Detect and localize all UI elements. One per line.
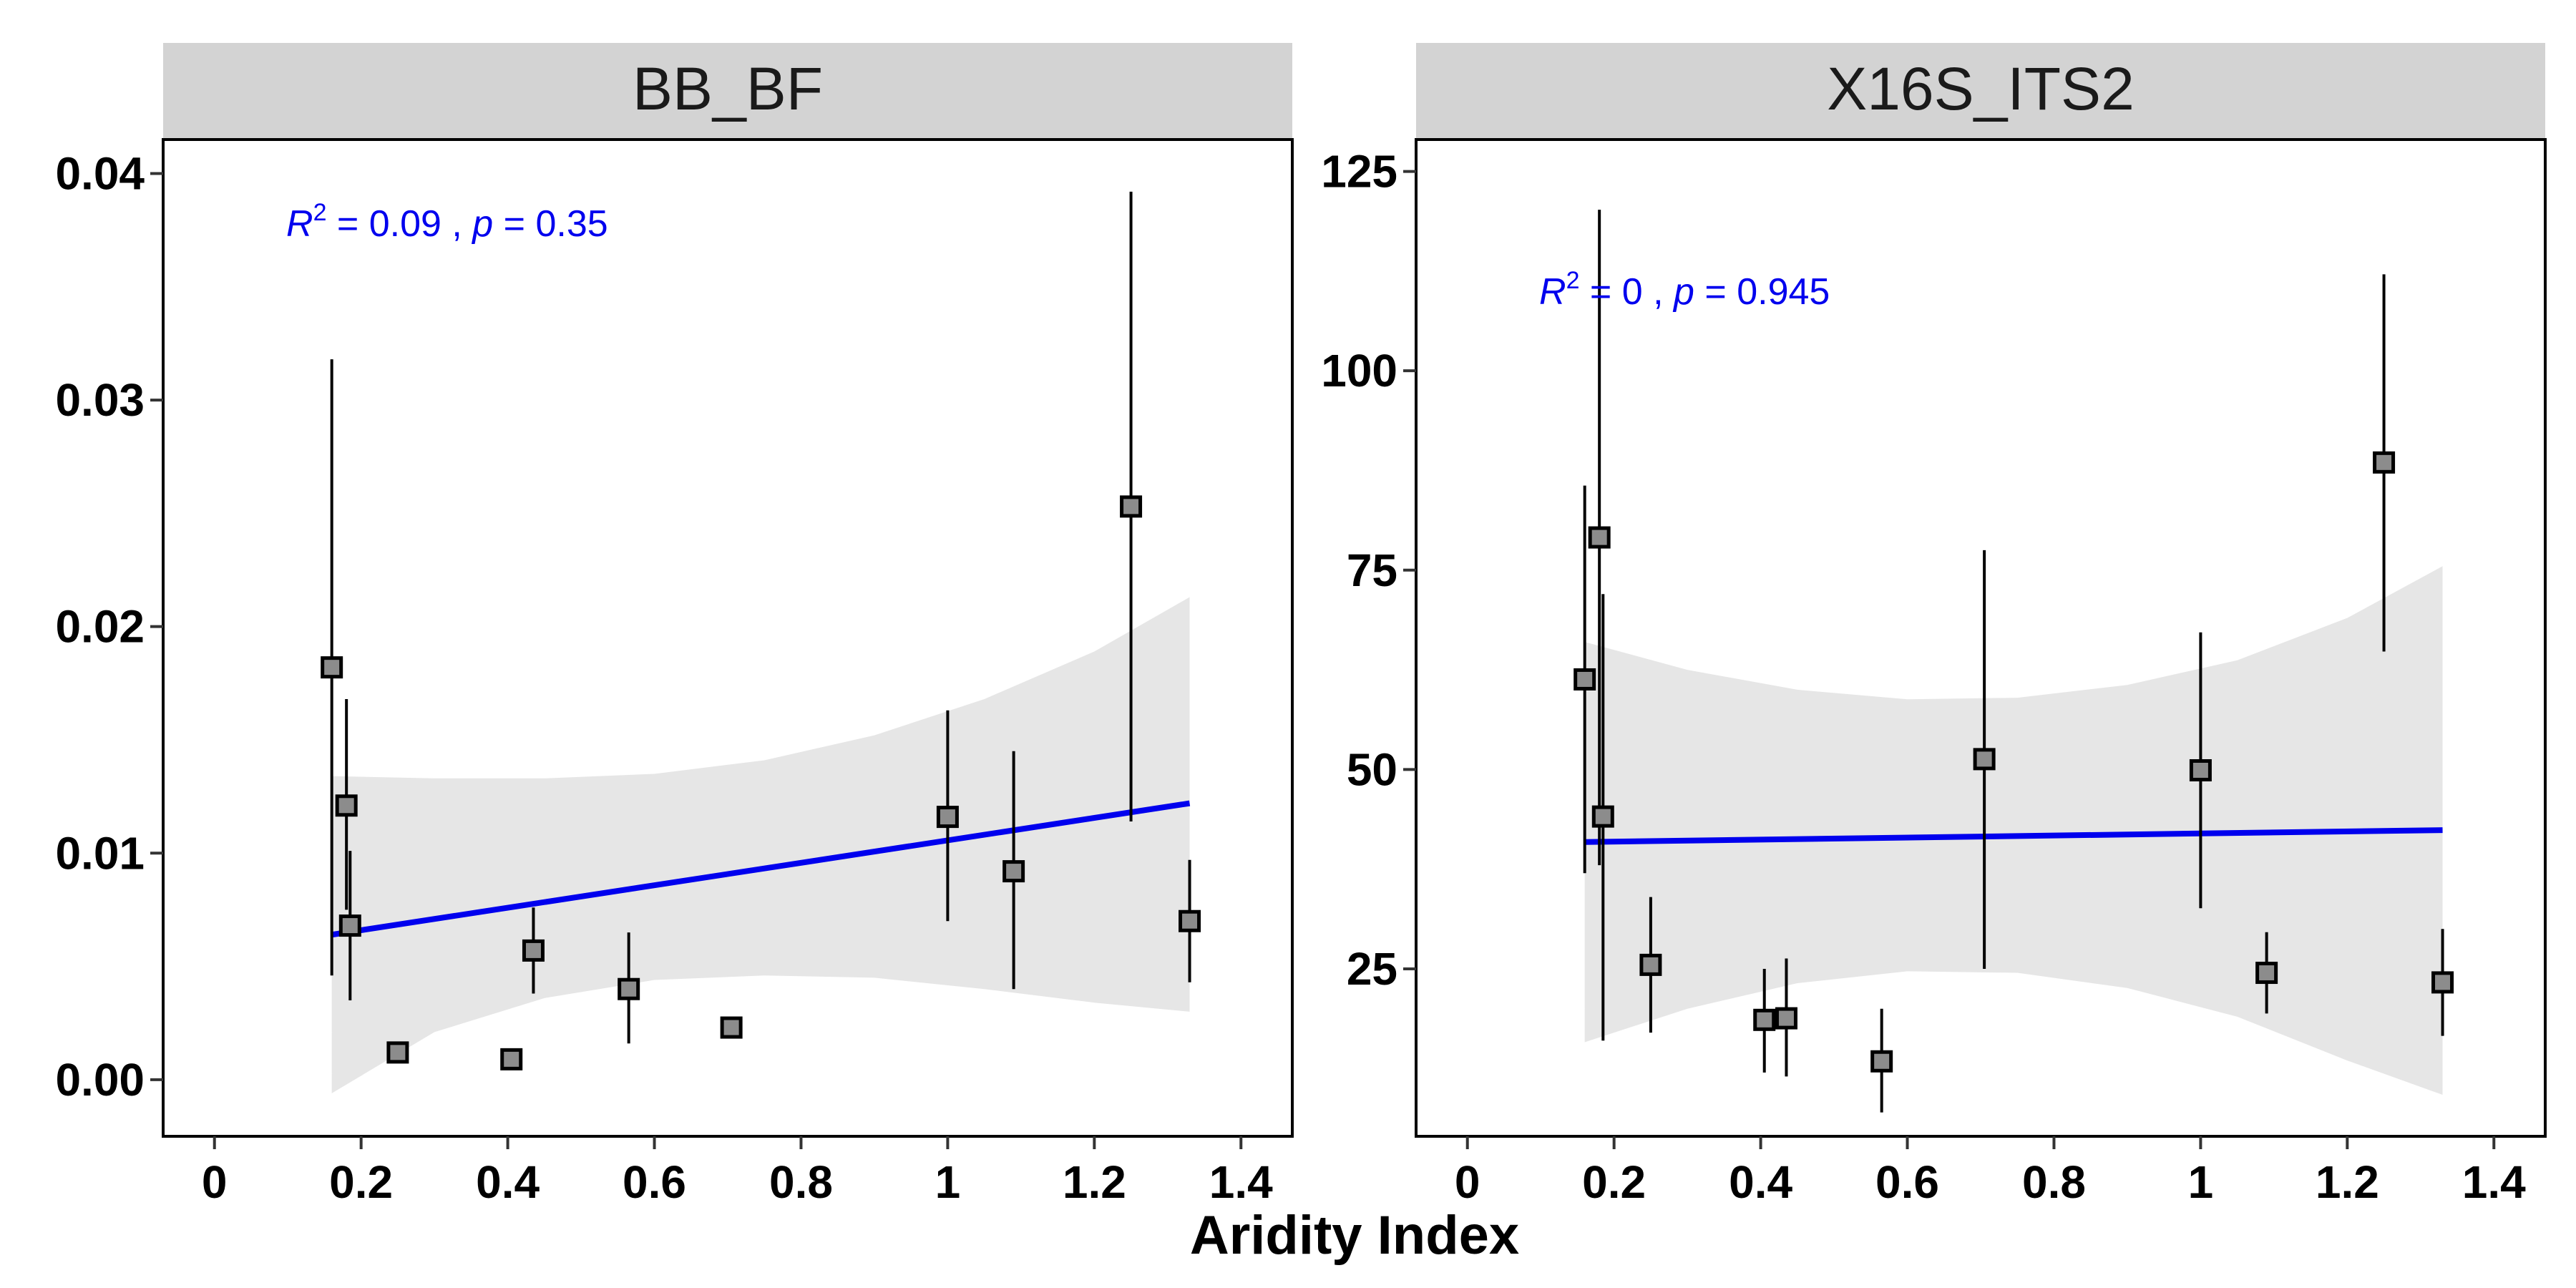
data-point: [1591, 805, 1614, 828]
x-tick-label: 1: [935, 1156, 961, 1208]
x-tick-label: 0.8: [769, 1156, 833, 1208]
x-tick-label: 0: [1455, 1156, 1480, 1208]
x-tick-label: 0.6: [623, 1156, 686, 1208]
data-point: [1973, 748, 1996, 771]
x-tick-label: 0.4: [1729, 1156, 1792, 1208]
regression-line: [1584, 827, 2443, 845]
data-point: [1639, 953, 1662, 976]
annotation-p-value: = 0.35: [493, 203, 608, 245]
facet-title: X16S_ITS2: [1827, 55, 2135, 122]
facet-strip: [163, 43, 1292, 140]
panel-border: [1415, 138, 2547, 1138]
facet-title: BB_BF: [633, 55, 823, 122]
panel-bb-bf: BB_BF 0 0.2 0.4 0.6 0.8 1 1.2 1.4 0.00 0.01 0.02 0.0…: [55, 43, 1294, 1208]
data-point: [936, 806, 959, 829]
annotation-p-value: = 0.945: [1694, 271, 1830, 313]
data-point: [2431, 971, 2454, 994]
annotation-sup: 2: [313, 199, 327, 226]
y-tick-label: 0.02: [55, 601, 145, 653]
confidence-band: [1584, 566, 2443, 1096]
data-point: [321, 656, 343, 679]
data-point: [618, 977, 640, 1000]
data-point: [386, 1041, 409, 1064]
data-point: [2255, 962, 2278, 985]
x-tick-label: 0.2: [329, 1156, 393, 1208]
annotation-r2-label: R: [286, 203, 313, 245]
y-tick-label: 75: [1347, 545, 1397, 596]
data-point: [522, 939, 545, 962]
y-tick-label: 0.00: [55, 1054, 145, 1106]
x-tick-label: 0.6: [1875, 1156, 1939, 1208]
x-tick-label: 1: [2188, 1156, 2214, 1208]
x-tick-label: 1.4: [1209, 1156, 1273, 1208]
data-point: [1870, 1050, 1893, 1073]
panel-border: [162, 138, 1294, 1138]
annotation-p-label: p: [1672, 271, 1694, 313]
y-tick-label: 0.03: [55, 374, 145, 426]
confidence-band: [331, 597, 1190, 1093]
y-tick-label: 50: [1347, 743, 1397, 795]
data-point: [2189, 758, 2212, 781]
data-point: [1002, 860, 1025, 883]
data-point: [338, 914, 361, 937]
y-tick-label: 25: [1347, 943, 1397, 995]
x-tick-label: 0.8: [2022, 1156, 2086, 1208]
panel-x16s-its2: X16S_ITS2 0 0.2 0.4 0.6 0.8 1 1.2 1.4 25 50 75 100 12…: [1321, 43, 2547, 1208]
data-point: [335, 794, 358, 817]
data-point: [500, 1048, 523, 1070]
annotation-r2-value: = 0.09 ,: [326, 203, 472, 245]
data-point: [1588, 526, 1611, 549]
x-tick-label: 0.2: [1582, 1156, 1646, 1208]
y-tick-label: 0.04: [55, 147, 145, 199]
data-point: [720, 1016, 743, 1039]
facet-strip: [1416, 43, 2545, 140]
stats-annotation: R2 = 0 , p = 0.945: [1539, 267, 1830, 313]
x-axis-title: Aridity Index: [1190, 1205, 1519, 1266]
data-point: [1775, 1007, 1797, 1030]
data-point: [1179, 909, 1201, 932]
y-tick-label: 125: [1321, 146, 1397, 197]
x-tick-label: 1.2: [1063, 1156, 1126, 1208]
x-tick-label: 0.4: [476, 1156, 540, 1208]
stats-annotation: R2 = 0.09 , p = 0.35: [286, 199, 608, 245]
data-point: [1574, 668, 1596, 691]
annotation-sup: 2: [1566, 267, 1580, 294]
annotation-p-label: p: [471, 203, 493, 245]
y-tick-label: 0.01: [55, 827, 145, 879]
data-point: [2373, 451, 2396, 474]
y-tick-label: 100: [1321, 345, 1397, 396]
x-tick-label: 1.4: [2462, 1156, 2526, 1208]
data-point: [1753, 1008, 1776, 1031]
x-tick-label: 1.2: [2316, 1156, 2379, 1208]
annotation-r2-label: R: [1539, 271, 1566, 313]
x-tick-label: 0: [202, 1156, 228, 1208]
regression-line: [331, 800, 1191, 938]
data-point: [1120, 495, 1143, 518]
annotation-r2-value: = 0 ,: [1579, 271, 1674, 313]
